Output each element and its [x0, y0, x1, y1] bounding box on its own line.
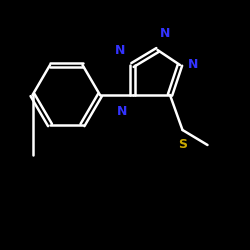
Text: N: N [114, 44, 125, 58]
Text: N: N [188, 58, 198, 71]
Text: N: N [117, 105, 128, 118]
Text: N: N [160, 27, 170, 40]
Text: S: S [178, 138, 187, 150]
